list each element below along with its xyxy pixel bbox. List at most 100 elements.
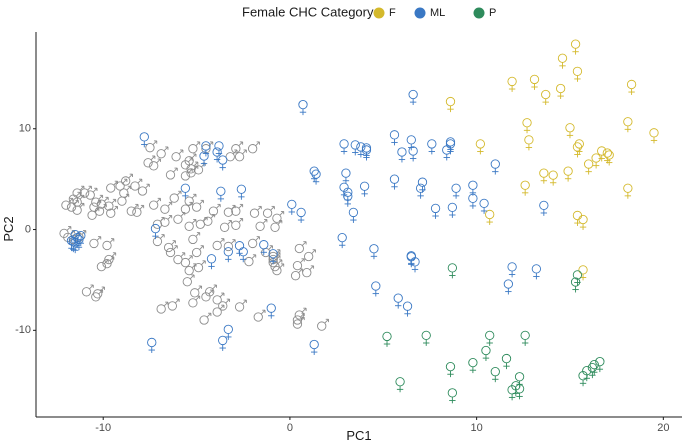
male-symbol-point xyxy=(72,202,85,215)
male-symbol-point xyxy=(149,158,161,171)
female-symbol-point-ml xyxy=(268,249,278,265)
male-symbol-point xyxy=(234,299,247,312)
male-symbol-point xyxy=(156,146,169,159)
male-symbol-point xyxy=(137,183,150,196)
female-symbol-point-ml xyxy=(223,247,233,263)
female-symbol-point-ml xyxy=(393,293,403,309)
female-symbol-point-p xyxy=(382,331,392,347)
male-symbol-point xyxy=(87,207,100,220)
female-symbol-point-ml xyxy=(180,183,191,199)
female-symbol-point-ml xyxy=(468,193,478,209)
female-symbol-point-ml xyxy=(389,130,400,146)
female-symbol-point-f xyxy=(583,159,594,175)
male-symbol-point xyxy=(126,203,139,216)
female-symbol-point-ml xyxy=(139,132,149,148)
male-symbol-point xyxy=(188,295,201,308)
male-symbol-point xyxy=(272,263,285,276)
y-axis-title: PC2 xyxy=(1,216,16,241)
female-symbol-point-ml xyxy=(369,244,379,260)
female-symbol-point-f xyxy=(475,139,486,155)
female-symbol-point-f xyxy=(623,117,633,133)
male-symbol-point xyxy=(247,236,260,249)
axes: -10 0 10 20 -10 0 10 xyxy=(15,32,682,434)
female-symbol-point-ml xyxy=(361,145,372,161)
female-symbol-point-f xyxy=(520,180,530,196)
female-symbol-point-f xyxy=(591,153,601,169)
female-symbol-point-ml xyxy=(447,202,458,218)
male-symbol-point xyxy=(191,199,204,212)
female-symbol-point-p xyxy=(421,330,431,346)
female-symbol-point-ml xyxy=(539,200,549,216)
male-symbol-point xyxy=(152,217,165,229)
male-symbol-point xyxy=(201,141,214,154)
male-symbol-point xyxy=(219,220,232,232)
male-symbol-point xyxy=(302,265,315,278)
female-symbol-point-ml xyxy=(402,301,413,317)
male-symbol-point xyxy=(160,215,173,227)
female-symbol-point-f xyxy=(578,214,588,230)
male-symbol-point xyxy=(231,203,244,216)
legend-entry-f: F xyxy=(373,7,396,19)
male-symbol-point xyxy=(270,220,283,232)
male-symbol-point xyxy=(173,211,186,224)
female-symbol-point-f xyxy=(445,96,456,113)
male-symbol-point xyxy=(171,149,184,162)
male-symbol-point xyxy=(106,180,118,193)
male-symbol-point xyxy=(212,238,225,251)
female-symbol-point-f xyxy=(524,135,534,151)
female-symbol-point-ml xyxy=(503,279,514,295)
legend-swatch xyxy=(373,7,385,19)
y-tick-label: -10 xyxy=(15,324,31,336)
male-symbol-point xyxy=(182,274,195,287)
female-symbol-point-p xyxy=(595,356,605,373)
female-symbol-point-ml xyxy=(287,199,297,215)
male-symbol-point xyxy=(132,204,145,217)
female-symbol-point-f xyxy=(604,150,614,166)
male-symbol-point xyxy=(94,203,107,216)
female-symbol-point-ml xyxy=(410,257,420,273)
male-symbol-point xyxy=(218,298,231,311)
female-symbol-point-ml xyxy=(389,174,400,190)
female-symbol-point-ml xyxy=(218,155,228,171)
female-symbol-point-ml xyxy=(201,141,211,157)
female-symbol-point-f xyxy=(485,209,495,225)
female-symbol-point-ml xyxy=(339,139,349,155)
female-symbol-point-ml xyxy=(70,229,80,246)
male-symbol-point xyxy=(225,149,238,162)
male-symbol-point xyxy=(130,178,143,191)
legend-label: F xyxy=(389,7,396,19)
male-symbol-point xyxy=(89,236,102,249)
female-symbol-point-p xyxy=(501,353,512,370)
series-f-points xyxy=(445,39,659,281)
male-symbol-point xyxy=(231,218,244,230)
x-axis-title: PC1 xyxy=(346,428,371,443)
female-symbol-point-f xyxy=(507,76,517,92)
male-symbol-point xyxy=(104,252,117,265)
female-symbol-point-p xyxy=(447,388,458,404)
male-symbol-point xyxy=(66,199,79,212)
female-symbol-point-ml xyxy=(408,146,418,162)
female-symbol-point-ml xyxy=(223,324,233,340)
male-symbol-point xyxy=(102,238,115,251)
female-symbol-point-ml xyxy=(309,339,319,355)
male-symbol-point xyxy=(223,239,236,252)
female-symbol-point-ml xyxy=(76,230,86,247)
female-symbol-point-p xyxy=(447,263,458,279)
female-symbol-point-ml xyxy=(199,151,209,167)
male-symbol-point xyxy=(244,254,257,267)
female-symbol-point-f xyxy=(529,74,540,90)
male-symbol-point xyxy=(165,167,178,180)
female-symbol-point-f xyxy=(570,39,581,55)
female-symbol-point-ml xyxy=(490,159,500,175)
male-symbol-point xyxy=(167,298,180,311)
female-symbol-point-ml xyxy=(311,169,321,185)
male-symbol-point xyxy=(165,245,178,258)
x-tick-label: 20 xyxy=(657,422,669,434)
female-symbol-point-ml xyxy=(406,135,416,151)
male-symbol-point xyxy=(81,284,94,297)
female-symbol-point-p xyxy=(570,277,581,293)
female-symbol-point-f xyxy=(565,123,575,139)
legend-label: ML xyxy=(430,7,445,19)
female-symbol-point-p xyxy=(481,345,491,362)
female-symbol-point-p xyxy=(445,361,456,378)
